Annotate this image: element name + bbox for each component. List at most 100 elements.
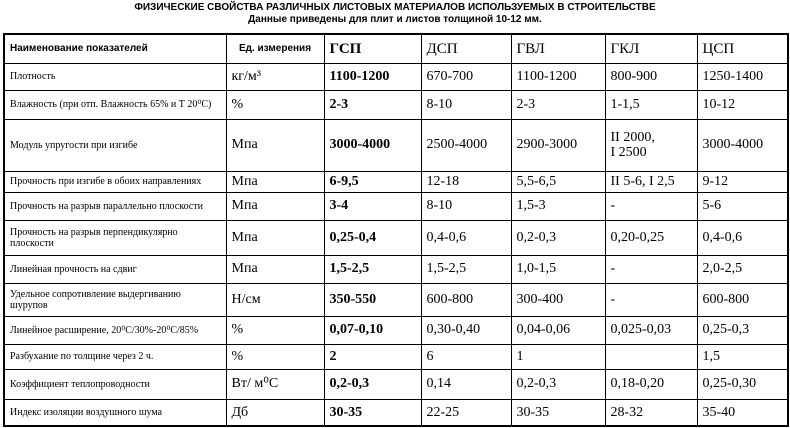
header-cell: ЦСП <box>696 33 789 64</box>
cell: 1,5-3 <box>510 191 606 221</box>
cell: 0,18-0,20 <box>604 368 698 400</box>
cell: Прочность на разрыв перпендикулярно плос… <box>3 219 227 256</box>
table-row: Плотность кг/м³ 1100-1200 670-700 1100-1200 8… <box>3 62 789 91</box>
cell: Линейное расширение, 20⁰С/30%-20⁰С/85% <box>3 315 227 345</box>
cell: 670-700 <box>420 62 512 91</box>
cell: 0,20-0,25 <box>604 219 698 256</box>
cell: Мпа <box>225 118 325 172</box>
cell: II 5-6, I 2,5 <box>604 170 698 193</box>
cell: 1,5-2,5 <box>323 254 422 284</box>
cell: 2 <box>323 343 422 370</box>
cell: Дб <box>225 398 325 427</box>
cell: Влажность (при отп. Влажность 65% и Т 20… <box>3 89 227 120</box>
cell: Удельное сопротивление выдергиванию шуру… <box>3 282 227 317</box>
cell: 1,5-2,5 <box>420 254 512 284</box>
cell: 2900-3000 <box>510 118 606 172</box>
cell: % <box>225 89 325 120</box>
cell: 300-400 <box>510 282 606 317</box>
table-row: Влажность (при отп. Влажность 65% и Т 20… <box>3 89 789 120</box>
cell: 28-32 <box>604 398 698 427</box>
cell: кг/м³ <box>225 62 325 91</box>
cell: - <box>604 254 698 284</box>
header-cell: Наименование показателей <box>3 33 227 64</box>
cell: Прочность при изгибе в обоих направления… <box>3 170 227 193</box>
cell: 1100-1200 <box>323 62 422 91</box>
header-cell: ДСП <box>420 33 512 64</box>
cell: Разбухание по толщине через 2 ч. <box>3 343 227 370</box>
cell: 0,25-0,3 <box>696 315 789 345</box>
cell: 30-35 <box>510 398 606 427</box>
cell: 2500-4000 <box>420 118 512 172</box>
table-row: Прочность на разрыв перпендикулярно плос… <box>3 219 789 256</box>
cell: 0,04-0,06 <box>510 315 606 345</box>
cell: 30-35 <box>323 398 422 427</box>
cell: 5-6 <box>696 191 789 221</box>
cell: 2-3 <box>510 89 606 120</box>
cell: 1-1,5 <box>604 89 698 120</box>
cell: Модуль упругости при изгибе <box>3 118 227 172</box>
cell: 2,0-2,5 <box>696 254 789 284</box>
cell: Мпа <box>225 191 325 221</box>
table-row: Прочность при изгибе в обоих направления… <box>3 170 789 193</box>
cell: Мпа <box>225 170 325 193</box>
header-cell: ГСП <box>323 33 422 64</box>
cell: 2-3 <box>323 89 422 120</box>
cell: - <box>604 191 698 221</box>
cell: Линейная прочность на сдвиг <box>3 254 227 284</box>
cell: Плотность <box>3 62 227 91</box>
cell: Мпа <box>225 254 325 284</box>
cell: - <box>604 282 698 317</box>
table-row: Линейная прочность на сдвиг Мпа 1,5-2,5 1,5… <box>3 254 789 284</box>
cell: 0,25-0,30 <box>696 368 789 400</box>
table-row: Индекс изоляции воздушного шума Дб 30-35 22… <box>3 398 789 427</box>
table-row: Прочность на разрыв параллельно плоскост… <box>3 191 789 221</box>
cell: Коэффициент теплопроводности <box>3 368 227 400</box>
cell: 22-25 <box>420 398 512 427</box>
cell: 800-900 <box>604 62 698 91</box>
table-row: Модуль упругости при изгибе Мпа 3000-4000 2… <box>3 118 789 172</box>
cell: 350-550 <box>323 282 422 317</box>
cell: % <box>225 343 325 370</box>
cell: % <box>225 315 325 345</box>
header-cell: ГКЛ <box>604 33 698 64</box>
cell: 8-10 <box>420 89 512 120</box>
cell: 1100-1200 <box>510 62 606 91</box>
cell: 9-12 <box>696 170 789 193</box>
cell: 10-12 <box>696 89 789 120</box>
cell: 0,25-0,4 <box>323 219 422 256</box>
cell: 3000-4000 <box>323 118 422 172</box>
table-row: Линейное расширение, 20⁰С/30%-20⁰С/85%% 0… <box>3 315 789 345</box>
cell: 1250-1400 <box>696 62 789 91</box>
cell: 3000-4000 <box>696 118 789 172</box>
cell <box>604 343 698 370</box>
cell: 600-800 <box>696 282 789 317</box>
cell: 0,2-0,3 <box>323 368 422 400</box>
cell: 0,30-0,40 <box>420 315 512 345</box>
table: Наименование показателей Ед. измерения ГСП… <box>3 33 789 427</box>
header-cell: Ед. измерения <box>225 33 325 64</box>
cell: 3-4 <box>323 191 422 221</box>
cell: 600-800 <box>420 282 512 317</box>
cell: 35-40 <box>696 398 789 427</box>
cell: 6 <box>420 343 512 370</box>
cell: II 2000, I 2500 <box>604 118 698 172</box>
header-row: Наименование показателей Ед. измерения ГСП… <box>3 33 789 64</box>
cell: 12-18 <box>420 170 512 193</box>
cell: Вт/ м⁰С <box>225 368 325 400</box>
cell: 5,5-6,5 <box>510 170 606 193</box>
title: ФИЗИЧЕСКИЕ СВОЙСТВА РАЗЛИЧНЫХ ЛИСТОВЫХ М… <box>134 2 656 13</box>
table-row: Разбухание по толщине через 2 ч.% 2 6 1 1,5 <box>3 343 789 370</box>
cell: 0,2-0,3 <box>510 219 606 256</box>
table-row: Удельное сопротивление выдергиванию шуру… <box>3 282 789 317</box>
cell: Мпа <box>225 219 325 256</box>
cell: 0,07-0,10 <box>323 315 422 345</box>
table-row: Коэффициент теплопроводности Вт/ м⁰С 0,2-0… <box>3 368 789 400</box>
cell: Н/см <box>225 282 325 317</box>
cell: Индекс изоляции воздушного шума <box>3 398 227 427</box>
cell: 0,2-0,3 <box>510 368 606 400</box>
cell: 1 <box>510 343 606 370</box>
subtitle: Данные приведены для плит и листов толщи… <box>248 14 542 25</box>
cell: 0,14 <box>420 368 512 400</box>
cell: 1,0-1,5 <box>510 254 606 284</box>
